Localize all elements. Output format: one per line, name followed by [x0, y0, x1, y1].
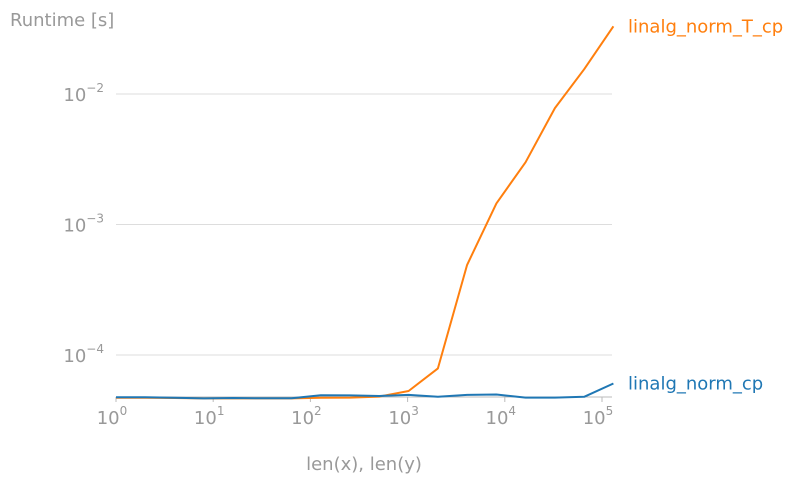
x-tick-label: 101: [194, 404, 225, 429]
x-tick-label: 103: [388, 404, 419, 429]
series-line-linalg_norm_T_cp: [116, 25, 615, 400]
series-line-linalg_norm_cp: [116, 382, 614, 400]
x-tick-label: 105: [583, 404, 614, 429]
x-tick-label: 100: [97, 404, 128, 429]
x-tick-label: 102: [291, 404, 322, 429]
x-axis-title: len(x), len(y): [306, 454, 422, 475]
grid-lines: [116, 93, 612, 356]
y-tick-label: 10−4: [63, 342, 104, 367]
series-label-linalg_norm_cp: linalg_norm_cp: [628, 373, 763, 394]
y-tick-label: 10−3: [63, 212, 104, 237]
x-axis: 100 101 102 103 104 105: [97, 396, 614, 429]
y-axis: 10−4 10−3 10−2: [63, 81, 104, 367]
series-lines: [116, 25, 615, 400]
x-tick-label: 104: [486, 404, 517, 429]
y-axis-title: Runtime [s]: [10, 10, 114, 31]
series-labels: linalg_norm_T_cp linalg_norm_cp: [628, 16, 783, 394]
series-label-linalg_norm_T_cp: linalg_norm_T_cp: [628, 16, 783, 37]
y-tick-label: 10−2: [63, 81, 104, 106]
